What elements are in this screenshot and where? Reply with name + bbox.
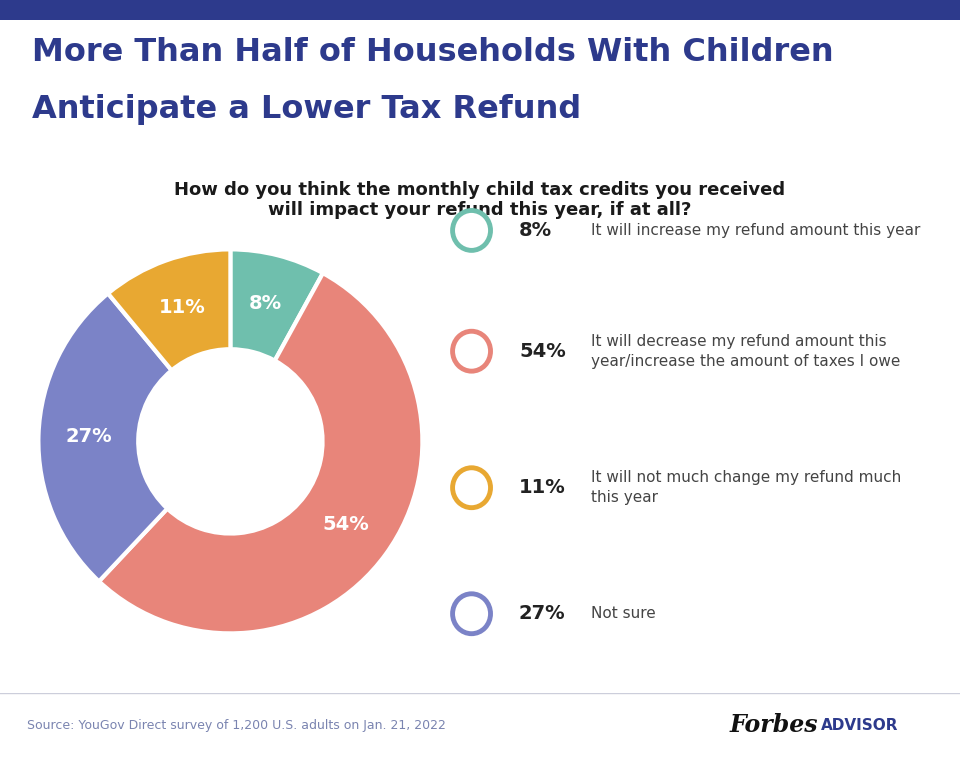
Wedge shape — [108, 250, 230, 371]
Text: Not sure: Not sure — [591, 607, 656, 621]
Text: Source: YouGov Direct survey of 1,200 U.S. adults on Jan. 21, 2022: Source: YouGov Direct survey of 1,200 U.… — [27, 719, 445, 732]
Circle shape — [452, 594, 491, 634]
Wedge shape — [230, 250, 323, 361]
Text: 8%: 8% — [250, 295, 282, 314]
Text: How do you think the monthly child tax credits you received
will impact your ref: How do you think the monthly child tax c… — [175, 180, 785, 219]
Text: It will not much change my refund much
this year: It will not much change my refund much t… — [591, 470, 901, 505]
Wedge shape — [38, 294, 172, 581]
Text: It will increase my refund amount this year: It will increase my refund amount this y… — [591, 223, 921, 238]
Text: More Than Half of Households With Children: More Than Half of Households With Childr… — [32, 37, 833, 68]
Text: 27%: 27% — [519, 604, 565, 623]
Text: Forbes: Forbes — [730, 713, 818, 737]
Circle shape — [452, 211, 491, 250]
Text: 11%: 11% — [159, 298, 205, 317]
Circle shape — [452, 468, 491, 508]
Text: 8%: 8% — [519, 221, 552, 240]
Text: It will decrease my refund amount this
year/increase the amount of taxes I owe: It will decrease my refund amount this y… — [591, 334, 900, 368]
FancyBboxPatch shape — [0, 0, 960, 20]
Text: 11%: 11% — [519, 478, 565, 497]
Text: 27%: 27% — [65, 428, 111, 447]
Text: 54%: 54% — [519, 342, 565, 361]
Text: 54%: 54% — [322, 515, 369, 534]
Text: ADVISOR: ADVISOR — [821, 718, 899, 733]
Wedge shape — [99, 273, 422, 633]
Text: Anticipate a Lower Tax Refund: Anticipate a Lower Tax Refund — [32, 94, 581, 125]
Circle shape — [452, 331, 491, 371]
